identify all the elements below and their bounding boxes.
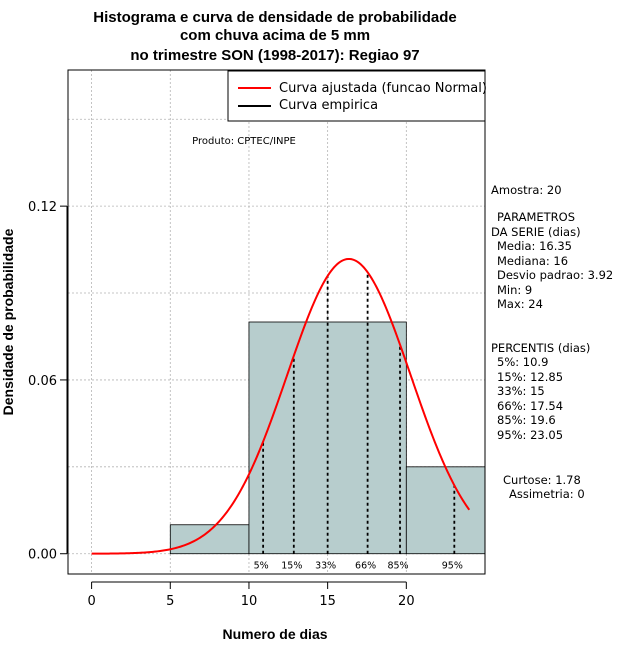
stat-p85: 85%: 19.6 [497,413,556,427]
stat-desvio: Desvio padrao: 3.92 [497,268,613,282]
x-tick-label-1: 5 [166,594,174,609]
chart-title-line-3: no trimestre SON (1998-2017): Regiao 97 [130,47,419,64]
stat-min: Min: 9 [497,283,532,297]
stat-assimetria: Assimetria: 0 [509,487,585,501]
x-tick-label-3: 15 [319,594,336,609]
stat-percentis-title: PERCENTIS (dias) [491,341,590,355]
stat-p95: 95%: 23.05 [497,428,563,442]
percentile-lines [262,272,456,554]
product-annotation: Produto: CPTEC/INPE [192,136,296,147]
y-axis-label: Densidade de probabilidade [0,228,16,415]
x-axis-label: Numero de dias [222,626,327,642]
percentile-label-0: 5% [254,561,269,572]
percentile-labels: 5% 15% 33% 66% 85% 95% [254,561,463,572]
plot-border [67,69,486,575]
legend-box [227,70,486,122]
stat-p5: 5%: 10.9 [497,355,548,369]
stat-curtose: Curtose: 1.78 [503,473,581,487]
y-axis: 0.00 0.06 0.12 [28,200,68,563]
percentile-label-4: 85% [387,561,408,572]
histogram-bar-2 [405,466,486,555]
stat-p15: 15%: 12.85 [497,370,563,384]
chart-title-line-1: Histograma e curva de densidade de proba… [93,9,456,26]
histogram-bar-0 [169,524,250,555]
percentile-label-5: 95% [442,561,463,572]
percentile-label-2: 33% [315,561,336,572]
stat-amostra: Amostra: 20 [491,183,562,197]
stat-max: Max: 24 [497,297,543,311]
stat-p66: 66%: 17.54 [497,399,563,413]
legend-label-empirical: Curva empirica [279,98,378,113]
legend: Curva ajustada (funcao Normal) Curva emp… [227,70,487,122]
x-tick-label-0: 0 [87,594,95,609]
x-tick-label-4: 20 [398,594,415,609]
y-tick-label-0: 0.00 [28,548,57,563]
stat-media: Media: 16.35 [497,239,572,253]
stat-p33: 33%: 15 [497,384,545,398]
y-tick-label-2: 0.12 [28,200,57,215]
chart-title-line-2: com chuva acima de 5 mm [180,27,370,44]
percentile-label-1: 15% [281,561,302,572]
stats-panel: Amostra: 20 PARAMETROS DA SERIE (dias) M… [491,183,613,501]
stat-params-title-1: PARAMETROS [497,210,575,224]
x-tick-label-2: 10 [241,594,258,609]
legend-label-fitted: Curva ajustada (funcao Normal) [279,81,487,96]
stat-params-title-2: DA SERIE (dias) [491,225,581,239]
normal-curve [91,257,471,555]
percentile-label-3: 66% [355,561,376,572]
normal-curve-layer [91,257,471,555]
stat-mediana: Mediana: 16 [497,254,568,268]
x-axis: 0 5 10 15 20 [87,581,415,609]
y-tick-label-1: 0.06 [28,374,57,389]
